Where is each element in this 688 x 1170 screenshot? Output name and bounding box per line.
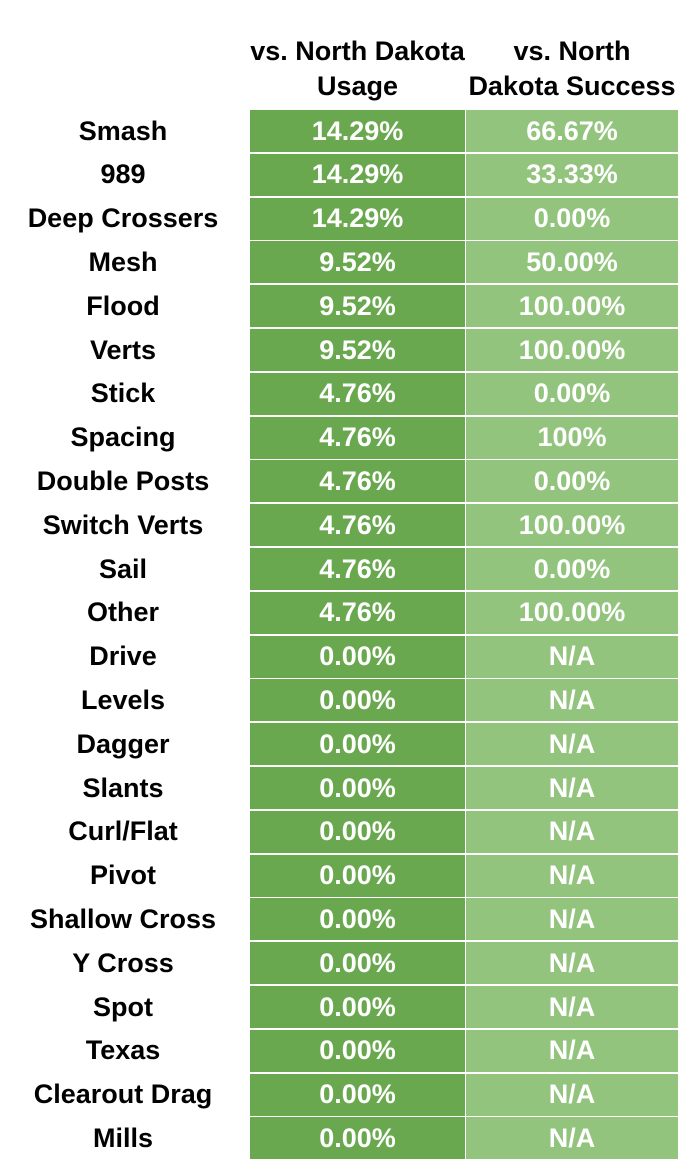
usage-cell: 4.76% xyxy=(250,372,465,415)
row-label: Curl/Flat xyxy=(68,816,178,847)
success-cell: N/A xyxy=(466,898,678,941)
success-cell: N/A xyxy=(466,1073,678,1116)
table-row: Dagger 0.00% N/A xyxy=(0,723,688,767)
success-cell: N/A xyxy=(466,723,678,766)
row-label: Shallow Cross xyxy=(29,903,217,934)
usage-cell: 0.00% xyxy=(250,679,465,722)
table-row: Texas 0.00% N/A xyxy=(0,1029,688,1074)
usage-cell: 0.00% xyxy=(250,986,465,1028)
success-cell: 66.67% xyxy=(466,110,678,152)
usage-cell: 0.00% xyxy=(250,767,465,809)
usage-cell: 14.29% xyxy=(250,110,465,152)
usage-cell: 0.00% xyxy=(250,1029,465,1072)
usage-cell: 9.52% xyxy=(250,241,465,284)
usage-cell: 0.00% xyxy=(250,898,465,941)
success-cell: N/A xyxy=(466,854,678,897)
success-cell: 0.00% xyxy=(466,460,678,503)
table-row: Smash 14.29% 66.67% xyxy=(0,110,688,154)
success-cell: 100.00% xyxy=(466,591,678,634)
table-row: Stick 4.76% 0.00% xyxy=(0,372,688,417)
usage-cell: 0.00% xyxy=(250,723,465,766)
table-row: Curl/Flat 0.00% N/A xyxy=(0,810,688,855)
column-header-success: vs. North Dakota Success xyxy=(468,36,676,101)
table-row: Double Posts 4.76% 0.00% xyxy=(0,460,688,504)
table-row: Pivot 0.00% N/A xyxy=(0,854,688,899)
row-label: Other xyxy=(86,597,159,628)
usage-cell: 0.00% xyxy=(250,635,465,678)
table-row: Deep Crossers 14.29% 0.00% xyxy=(0,197,688,242)
table-row: Switch Verts 4.76% 100.00% xyxy=(0,504,688,548)
usage-cell: 4.76% xyxy=(250,460,465,503)
row-label: Stick xyxy=(90,378,156,409)
usage-cell: 4.76% xyxy=(250,591,465,634)
usage-cell: 14.29% xyxy=(250,197,465,240)
column-header-usage: vs. North Dakota Usage xyxy=(250,36,465,101)
row-label: Spot xyxy=(93,991,153,1022)
success-cell: N/A xyxy=(466,635,678,678)
row-label: Dagger xyxy=(76,728,170,759)
row-label: Drive xyxy=(89,641,157,672)
row-label: Mesh xyxy=(88,246,158,277)
table-row: Mesh 9.52% 50.00% xyxy=(0,241,688,285)
row-label: Slants xyxy=(82,772,164,803)
success-cell: N/A xyxy=(466,942,678,985)
row-label: Pivot xyxy=(89,860,156,891)
table-row: Spot 0.00% N/A xyxy=(0,986,688,1030)
usage-cell: 0.00% xyxy=(250,854,465,897)
usage-cell: 0.00% xyxy=(250,1073,465,1116)
row-label: Verts xyxy=(89,334,157,365)
table-row: Sail 4.76% 0.00% xyxy=(0,548,688,592)
table-row: 989 14.29% 33.33% xyxy=(0,153,688,198)
table-row: Flood 9.52% 100.00% xyxy=(0,285,688,329)
table-row: Verts 9.52% 100.00% xyxy=(0,329,688,373)
table-row: Levels 0.00% N/A xyxy=(0,679,688,723)
success-cell: 100% xyxy=(466,416,678,459)
usage-cell: 9.52% xyxy=(250,285,465,328)
success-cell: N/A xyxy=(466,1117,678,1160)
row-label: Levels xyxy=(80,684,166,715)
success-cell: N/A xyxy=(466,986,678,1028)
table-row: Drive 0.00% N/A xyxy=(0,635,688,680)
row-label: Texas xyxy=(85,1035,161,1066)
success-cell: 50.00% xyxy=(466,241,678,284)
success-cell: N/A xyxy=(466,767,678,809)
table-row: Slants 0.00% N/A xyxy=(0,767,688,811)
row-label: Deep Crossers xyxy=(27,203,219,234)
success-cell: N/A xyxy=(466,810,678,853)
row-label: Clearout Drag xyxy=(33,1079,213,1110)
usage-cell: 4.76% xyxy=(250,504,465,547)
row-label: Double Posts xyxy=(36,465,210,496)
success-cell: N/A xyxy=(466,679,678,722)
table-row: Clearout Drag 0.00% N/A xyxy=(0,1073,688,1118)
success-cell: 100.00% xyxy=(466,285,678,328)
usage-cell: 14.29% xyxy=(250,153,465,196)
usage-cell: 4.76% xyxy=(250,416,465,459)
table-row: Shallow Cross 0.00% N/A xyxy=(0,898,688,942)
success-cell: 33.33% xyxy=(466,153,678,196)
row-label: Mills xyxy=(92,1122,153,1153)
table-row: Y Cross 0.00% N/A xyxy=(0,942,688,986)
success-cell: 100.00% xyxy=(466,329,678,371)
row-label: Switch Verts xyxy=(42,509,204,540)
success-cell: 0.00% xyxy=(466,372,678,415)
usage-cell: 9.52% xyxy=(250,329,465,371)
success-cell: 100.00% xyxy=(466,504,678,547)
row-label: Flood xyxy=(86,290,160,321)
success-cell: 0.00% xyxy=(466,548,678,590)
usage-cell: 0.00% xyxy=(250,942,465,985)
usage-cell: 0.00% xyxy=(250,810,465,853)
row-label: 989 xyxy=(100,159,146,190)
usage-cell: 4.76% xyxy=(250,548,465,590)
table-row: Mills 0.00% N/A xyxy=(0,1117,688,1161)
table-row: Spacing 4.76% 100% xyxy=(0,416,688,461)
usage-cell: 0.00% xyxy=(250,1117,465,1160)
table-row: Other 4.76% 100.00% xyxy=(0,591,688,636)
row-label: Sail xyxy=(98,553,148,584)
success-cell: 0.00% xyxy=(466,197,678,240)
row-label: Smash xyxy=(78,115,168,146)
row-label: Spacing xyxy=(70,422,176,453)
success-cell: N/A xyxy=(466,1029,678,1072)
row-label: Y Cross xyxy=(72,947,174,978)
